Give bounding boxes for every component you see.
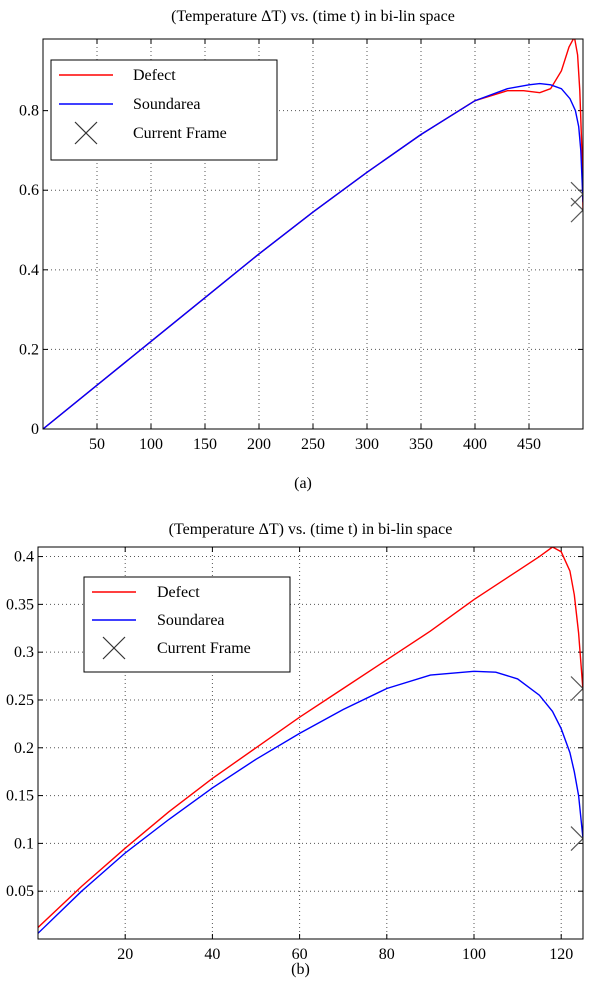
current-frame-marker-stroke [570,676,583,690]
y-tick-label: 0.15 [6,788,34,805]
x-tick-label: 60 [292,946,308,963]
plot-area [38,547,583,934]
current-frame-marker-stroke [570,209,583,223]
legend-box [50,59,278,161]
x-tick-label: 100 [139,436,163,453]
chart-panel-1: (Temperature ΔT) vs. (time t) in bi-lin … [19,8,584,492]
y-tick-label: 0.6 [19,182,39,199]
x-tick-label: 350 [409,436,433,453]
x-tick-label: 450 [517,436,541,453]
x-tick-label: 200 [247,436,271,453]
chart-panel-2: (Temperature ΔT) vs. (time t) in bi-lin … [6,521,584,978]
legend-box [83,576,291,673]
x-tick-label: 120 [549,946,573,963]
y-tick-label: 0.2 [19,341,39,358]
x-tick-label: 250 [301,436,325,453]
axes-frame [42,38,584,430]
current-frame-marker-stroke [570,197,583,211]
y-tick-label: 0.2 [14,740,34,757]
current-frame-marker-stroke [570,826,583,840]
plot-area [43,39,583,429]
legend-label: Defect [133,67,176,84]
x-tick-label: 150 [193,436,217,453]
current-frame-marker-stroke [570,181,583,196]
legend-swatch-current-frame [102,636,126,660]
x-tick-label: 20 [117,946,133,963]
current-frame-marker [570,197,583,223]
y-tick-label: 0.1 [14,835,34,852]
y-tick-label: 0.3 [14,644,34,661]
legend-swatch-current-frame [74,121,98,145]
legend-label: Defect [157,584,200,601]
axes-frame [37,546,584,940]
series-line-defect [38,547,583,929]
legend-label: Soundarea [157,612,225,629]
y-tick-label: 0 [31,421,39,438]
x-tick-label: 100 [462,946,486,963]
chart-title: (Temperature ΔT) vs. (time t) in bi-lin … [171,8,455,25]
legend: Defect Soundarea Current Frame [83,576,291,673]
x-tick-label: 50 [89,436,105,453]
legend-label: Soundarea [133,96,201,113]
y-tick-label: 0.4 [19,262,39,279]
current-frame-marker [570,826,583,852]
series-line-soundarea [43,82,583,429]
y-tick-label: 0.8 [19,103,39,120]
x-tick-label: 40 [204,946,220,963]
legend-label: Current Frame [157,640,251,657]
x-tick-label: 300 [355,436,379,453]
legend-label: Current Frame [133,125,227,142]
panel-label: (a) [294,475,312,492]
series-line-soundarea [38,670,583,934]
x-tick-label: 400 [463,436,487,453]
y-tick-label: 0.4 [14,549,34,566]
current-frame-marker-stroke [570,837,583,852]
y-tick-label: 0.35 [6,596,34,613]
panel-label: (b) [291,961,310,978]
y-tick-label: 0.05 [6,883,34,900]
y-tick-label: 0.25 [6,692,34,709]
current-frame-marker-stroke [570,687,583,701]
chart-title: (Temperature ΔT) vs. (time t) in bi-lin … [169,521,453,538]
legend: Defect Soundarea Current Frame [50,59,278,161]
x-tick-label: 80 [379,946,395,963]
current-frame-marker [570,676,583,701]
